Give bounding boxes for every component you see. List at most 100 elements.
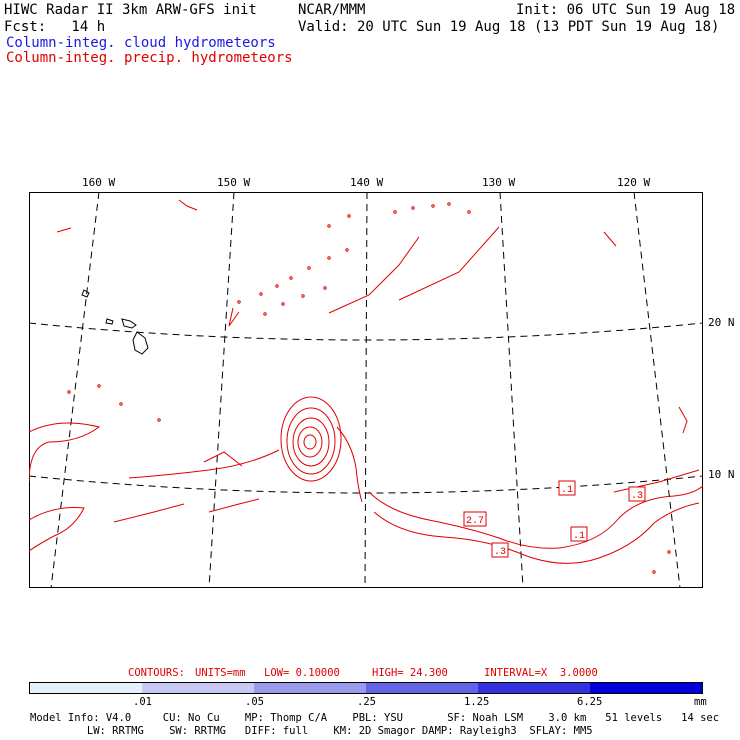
contour-label-box: .3 bbox=[491, 542, 509, 558]
meridian-160w bbox=[50, 192, 100, 588]
colorbar-unit: mm bbox=[694, 696, 707, 708]
precip-dot bbox=[393, 210, 397, 214]
contour-label-frame bbox=[570, 526, 588, 542]
precip-dot bbox=[411, 206, 415, 210]
contour-label-text: .1 bbox=[573, 531, 585, 542]
precip-dot bbox=[652, 570, 656, 574]
precip-dot bbox=[345, 248, 349, 252]
island-oahu bbox=[105, 318, 114, 325]
meridian-120w bbox=[633, 192, 681, 588]
island-kauai bbox=[81, 289, 90, 298]
map-svg: .1 .3 2.7 .3 .1 bbox=[29, 192, 703, 588]
colorbar-segment bbox=[478, 683, 590, 693]
contour-label-box: .3 bbox=[628, 486, 646, 502]
storm-contour-2 bbox=[286, 407, 336, 475]
west-system-north bbox=[29, 422, 101, 483]
lon-label-160w: 160 W bbox=[82, 176, 116, 189]
header-fcst: Fcst: 14 h bbox=[4, 19, 106, 35]
colorbar-segment bbox=[590, 683, 702, 693]
hawaii-coastline bbox=[81, 289, 149, 355]
precip-dot bbox=[237, 300, 241, 304]
lon-label-130w: 130 W bbox=[482, 176, 516, 189]
colorbar-segment bbox=[142, 683, 254, 693]
colorbar-tick: .25 bbox=[357, 696, 376, 708]
precip-dot bbox=[667, 550, 671, 554]
storm-contour-4 bbox=[297, 426, 323, 458]
itcz-belt-lower bbox=[373, 502, 700, 564]
scattered-cells bbox=[56, 199, 700, 523]
precip-dot bbox=[157, 418, 161, 422]
legend-precip: Column-integ. precip. hydrometeors bbox=[6, 50, 293, 66]
contours-low: LOW= 0.10000 bbox=[264, 667, 340, 679]
header-init: Init: 06 UTC Sun 19 Aug 18 bbox=[516, 2, 736, 18]
colorbar-segment bbox=[366, 683, 478, 693]
precip-cell bbox=[228, 307, 240, 327]
contours-interval: INTERVAL=X 3.0000 bbox=[484, 667, 598, 679]
parallel-10n bbox=[29, 475, 703, 494]
precip-cell bbox=[208, 498, 260, 513]
model-info-line1: Model Info: V4.0 CU: No Cu MP: Thomp C/A… bbox=[30, 712, 720, 724]
colorbar-tick: 6.25 bbox=[577, 696, 603, 708]
contour-label-frame bbox=[491, 542, 509, 558]
storm-contour-eye bbox=[303, 434, 317, 450]
colorbar-tick: 1.25 bbox=[464, 696, 490, 708]
precip-dot bbox=[327, 224, 331, 228]
storm-contour-outer bbox=[280, 396, 342, 482]
precip-dot bbox=[263, 312, 267, 316]
colorbar bbox=[29, 682, 703, 694]
contour-label-frame bbox=[463, 511, 487, 527]
precip-dot bbox=[119, 402, 123, 406]
colorbar-tick: .01 bbox=[133, 696, 152, 708]
contours-units: UNITS=mm bbox=[195, 667, 246, 679]
meridian-140w bbox=[364, 192, 368, 588]
contour-label-text: .3 bbox=[631, 491, 643, 502]
storm-contour-3 bbox=[292, 417, 330, 467]
precip-cell bbox=[678, 406, 688, 434]
contour-label-box: .1 bbox=[558, 480, 576, 496]
contour-label-text: .1 bbox=[561, 485, 573, 496]
contours-high: HIGH= 24.300 bbox=[372, 667, 448, 679]
precip-dot bbox=[467, 210, 471, 214]
lon-label-140w: 140 W bbox=[350, 176, 384, 189]
precip-dot bbox=[431, 204, 435, 208]
precip-dot bbox=[323, 286, 327, 290]
lat-label-20n: 20 N bbox=[708, 316, 735, 329]
island-maui bbox=[121, 318, 137, 329]
precip-cell bbox=[113, 503, 185, 523]
header-valid: Valid: 20 UTC Sun 19 Aug 18 (13 PDT Sun … bbox=[298, 19, 720, 35]
header-center: NCAR/MMM bbox=[298, 2, 366, 18]
meridian-130w bbox=[499, 192, 524, 588]
contour-label-frame bbox=[628, 486, 646, 502]
precip-dot bbox=[67, 390, 71, 394]
lon-label-120w: 120 W bbox=[617, 176, 651, 189]
map-panel: .1 .3 2.7 .3 .1 bbox=[29, 192, 703, 588]
storm-rainband bbox=[336, 426, 363, 503]
precip-cell bbox=[328, 236, 420, 314]
precip-cell bbox=[203, 451, 243, 467]
colorbar-tick: .05 bbox=[245, 696, 264, 708]
colorbar-segment bbox=[254, 683, 366, 693]
precip-dot bbox=[447, 202, 451, 206]
lat-label-10n: 10 N bbox=[708, 468, 735, 481]
precip-dot bbox=[289, 276, 293, 280]
contour-label-frame bbox=[558, 480, 576, 496]
contour-label-text: 2.7 bbox=[466, 516, 484, 527]
scattered-dots bbox=[67, 202, 671, 574]
precip-cell bbox=[398, 226, 500, 301]
precip-dot bbox=[307, 266, 311, 270]
parallel-20n bbox=[29, 322, 703, 341]
precip-cell bbox=[178, 199, 198, 211]
contour-labels: .1 .3 2.7 .3 .1 bbox=[463, 480, 646, 558]
legend-cloud: Column-integ. cloud hydrometeors bbox=[6, 35, 276, 51]
precip-dot bbox=[327, 256, 331, 260]
contour-label-text: .3 bbox=[494, 547, 506, 558]
lon-label-150w: 150 W bbox=[217, 176, 251, 189]
contour-label-box: .1 bbox=[570, 526, 588, 542]
precip-cell bbox=[56, 227, 72, 233]
precip-dot bbox=[301, 294, 305, 298]
hurricane-contours bbox=[128, 396, 363, 503]
west-system-south bbox=[29, 507, 85, 552]
meridian-150w bbox=[208, 192, 235, 588]
precip-contours bbox=[29, 199, 703, 574]
precip-dot bbox=[97, 384, 101, 388]
